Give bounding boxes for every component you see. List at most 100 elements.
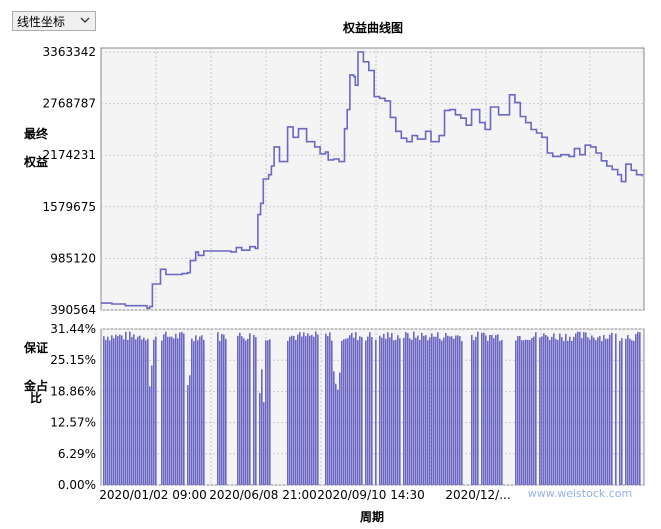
margin-bar xyxy=(129,331,131,485)
margin-bar xyxy=(331,340,333,485)
margin-bar xyxy=(439,338,441,485)
margin-bar xyxy=(427,340,429,485)
margin-bar xyxy=(375,339,377,485)
margin-y-tick-label: 18.86% xyxy=(50,384,96,398)
margin-bar xyxy=(355,332,357,485)
margin-bar xyxy=(115,334,117,485)
margin-bar xyxy=(433,336,435,485)
margin-bar xyxy=(563,341,565,485)
margin-bar xyxy=(349,335,351,485)
margin-bar xyxy=(389,337,391,485)
margin-bar xyxy=(241,336,243,485)
margin-bar xyxy=(249,333,251,485)
margin-bar xyxy=(619,340,621,485)
margin-bar xyxy=(447,335,449,485)
margin-bar xyxy=(133,334,135,485)
margin-bar xyxy=(161,340,163,485)
margin-bar xyxy=(177,338,179,485)
margin-bar xyxy=(135,339,137,485)
margin-bar xyxy=(437,332,439,485)
margin-bar xyxy=(297,334,299,485)
watermark: www.weistock.com xyxy=(528,487,632,500)
margin-bar xyxy=(289,336,291,485)
margin-bar xyxy=(515,340,517,485)
margin-bar xyxy=(435,336,437,485)
margin-bar xyxy=(223,334,225,485)
margin-bar xyxy=(415,337,417,485)
margin-bar xyxy=(131,336,133,485)
margin-bar xyxy=(369,332,371,485)
margin-bar xyxy=(631,340,633,485)
margin-ylabel-line1: 保证 xyxy=(23,340,48,355)
margin-bar xyxy=(457,335,459,485)
margin-bar xyxy=(201,335,203,485)
margin-bar xyxy=(525,339,527,485)
margin-bar xyxy=(459,336,461,485)
margin-bar xyxy=(239,332,241,485)
margin-bar xyxy=(535,332,537,485)
margin-bar xyxy=(203,339,205,485)
margin-bar xyxy=(475,336,477,485)
margin-bar xyxy=(121,335,123,485)
margin-bar xyxy=(197,340,199,485)
margin-bar xyxy=(521,340,523,485)
margin-bar xyxy=(601,341,603,485)
margin-bar xyxy=(597,337,599,485)
margin-bar xyxy=(431,333,433,485)
margin-bar xyxy=(125,331,127,485)
margin-bar xyxy=(493,338,495,485)
margin-bar xyxy=(603,334,605,485)
margin-bar xyxy=(413,331,415,485)
margin-bar xyxy=(639,332,641,485)
margin-bar xyxy=(399,338,401,485)
margin-bar xyxy=(175,333,177,485)
margin-ylabel-line3: 比 xyxy=(30,390,42,405)
margin-y-tick-label: 6.29% xyxy=(58,447,96,461)
margin-bar xyxy=(585,332,587,485)
margin-bar xyxy=(173,338,175,485)
margin-bar xyxy=(599,335,601,485)
margin-bar xyxy=(409,338,411,485)
margin-bar xyxy=(451,336,453,485)
margin-bar xyxy=(605,338,607,485)
margin-bar xyxy=(149,386,151,485)
margin-bar xyxy=(553,333,555,485)
equity-ylabel: 最终 权益 xyxy=(23,126,52,169)
margin-bar xyxy=(291,335,293,485)
chevron-down-icon xyxy=(80,17,90,23)
margin-bar xyxy=(351,332,353,485)
equity-line xyxy=(101,51,643,310)
margin-bar xyxy=(267,340,269,485)
margin-bar xyxy=(341,340,343,485)
margin-y-tick-label: 31.44% xyxy=(50,322,96,336)
margin-bar xyxy=(113,338,115,485)
margin-bar xyxy=(383,333,385,485)
margin-bar xyxy=(533,336,535,485)
margin-bar xyxy=(491,334,493,485)
margin-bar xyxy=(357,340,359,485)
margin-bar xyxy=(143,337,145,485)
margin-bar xyxy=(309,335,311,485)
margin-bar xyxy=(247,338,249,485)
margin-bar xyxy=(165,331,167,485)
margin-bar xyxy=(571,340,573,485)
margin-bar xyxy=(407,333,409,485)
margin-bar xyxy=(263,402,265,485)
margin-bar xyxy=(577,331,579,485)
margin-bar xyxy=(167,336,169,485)
x-axis-label: 周期 xyxy=(360,509,384,524)
margin-bar xyxy=(307,333,309,485)
margin-bar xyxy=(199,336,201,485)
x-tick-label: 2020/12/... xyxy=(445,488,510,502)
margin-bar xyxy=(637,331,639,485)
margin-bar xyxy=(387,332,389,485)
equity-y-tick-label: 1579675 xyxy=(43,200,96,214)
scale-select[interactable]: 线性坐标 xyxy=(12,11,96,31)
margin-bar xyxy=(191,338,193,485)
margin-bar xyxy=(445,333,447,485)
margin-ylabel: 保证 金占 比 xyxy=(23,340,52,405)
margin-bar xyxy=(569,336,571,485)
margin-bar xyxy=(147,338,149,485)
margin-bar xyxy=(395,339,397,485)
